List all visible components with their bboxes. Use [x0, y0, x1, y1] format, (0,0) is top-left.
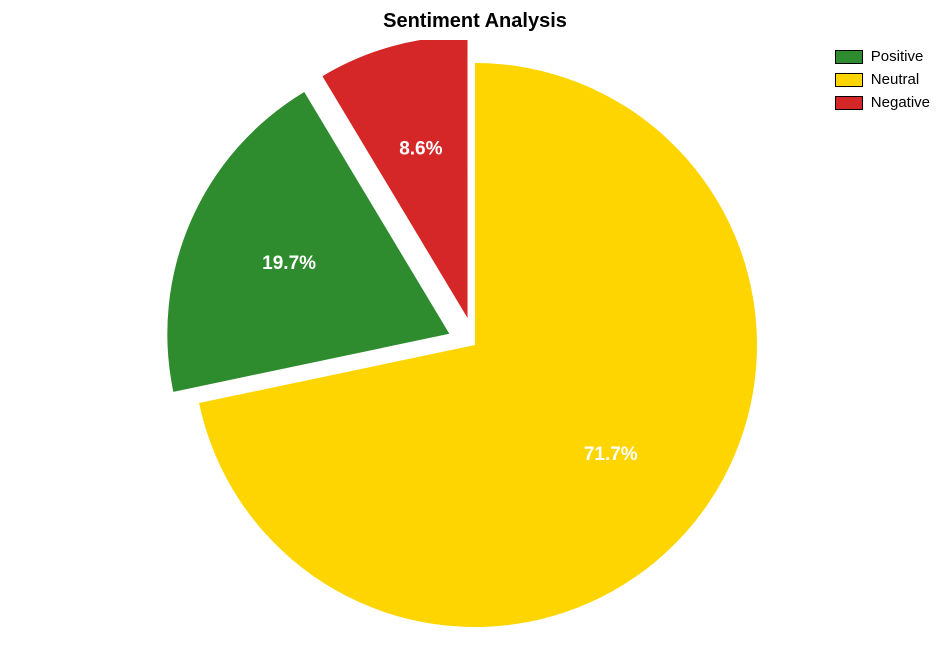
legend-swatch-negative: [835, 96, 863, 110]
pie-svg: 71.7% 19.7% 8.6%: [0, 40, 950, 660]
chart-title: Sentiment Analysis: [0, 10, 950, 33]
legend-label-neutral: Neutral: [871, 71, 919, 88]
pie-slice-label-neutral: 71.7%: [584, 444, 638, 465]
legend-swatch-neutral: [835, 73, 863, 87]
legend-item-neutral: Neutral: [835, 71, 930, 88]
legend-swatch-positive: [835, 50, 863, 64]
legend-label-negative: Negative: [871, 94, 930, 111]
pie-chart: 71.7% 19.7% 8.6%: [0, 40, 950, 660]
legend-item-negative: Negative: [835, 94, 930, 111]
legend: Positive Neutral Negative: [835, 48, 930, 117]
legend-label-positive: Positive: [871, 48, 924, 65]
pie-slice-label-negative: 8.6%: [399, 139, 442, 160]
pie-slice-label-positive: 19.7%: [262, 253, 316, 274]
legend-item-positive: Positive: [835, 48, 930, 65]
